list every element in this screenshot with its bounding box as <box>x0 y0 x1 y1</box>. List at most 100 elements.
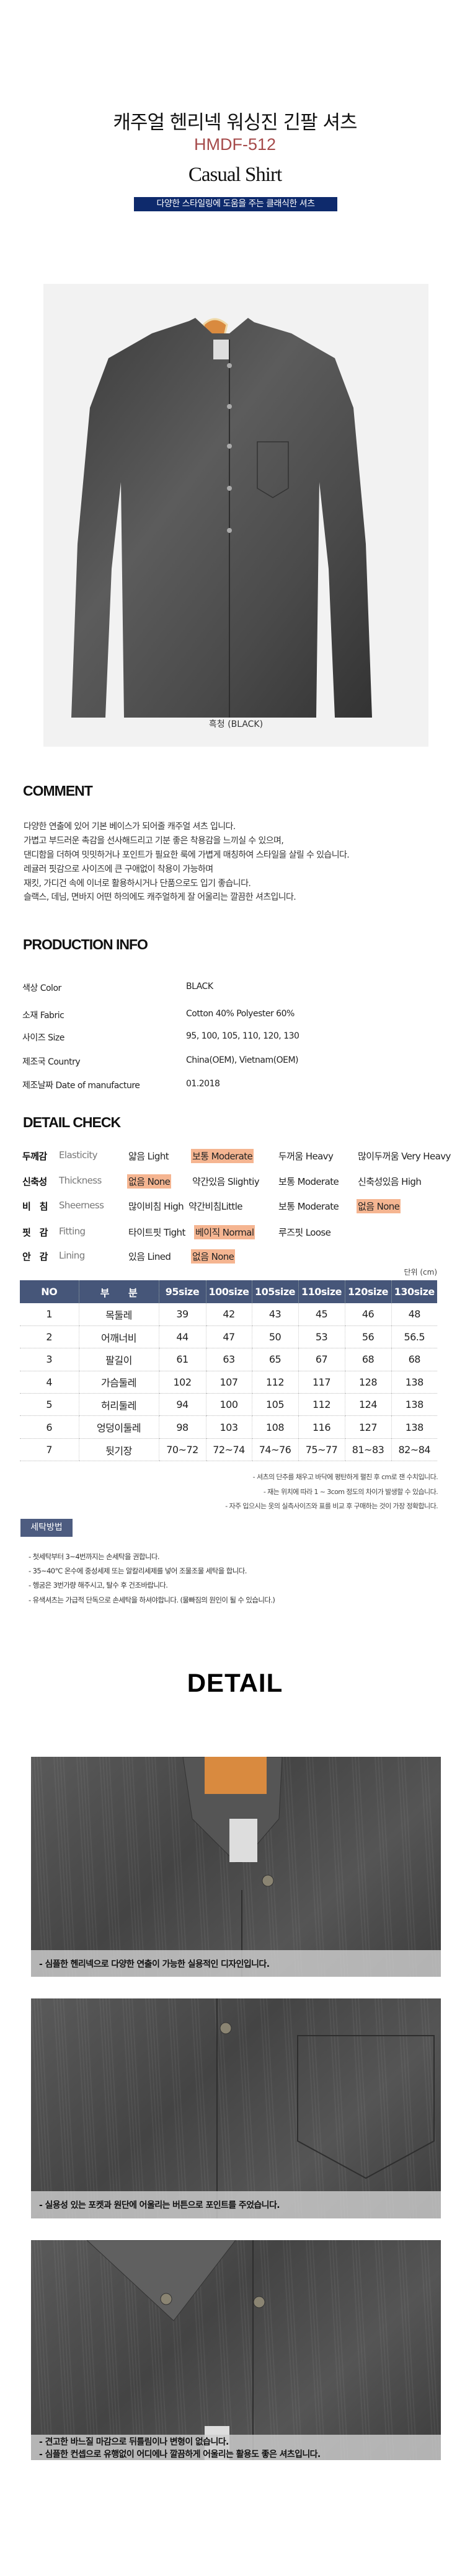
production-row: 색상 Color BLACK <box>22 982 332 994</box>
table-cell: 65 <box>251 1348 298 1371</box>
table-cell: 39 <box>158 1303 206 1326</box>
detail-check-option-selected: 없음 None <box>357 1199 401 1213</box>
product-subtitle: Casual Shirt <box>188 164 282 186</box>
table-cell: 75~77 <box>298 1438 345 1462</box>
production-row: 제조날짜 Date of manufacture 01.2018 <box>22 1079 332 1091</box>
size-table: NO 부 분 95size 100size 105size 110size 120size 1… <box>20 1280 437 1462</box>
detail-photo: - 심플한 헨리넥으로 다양한 연출이 가능한 실용적인 디자인입니다. <box>31 1757 441 1977</box>
detail-check-label: 신축성 <box>22 1176 47 1187</box>
table-cell: 68 <box>391 1348 437 1371</box>
production-row: 제조국 Country China(OEM), Vietnam(OEM) <box>22 1055 332 1068</box>
production-value: 01.2018 <box>186 1079 220 1089</box>
table-cell: 81~83 <box>344 1438 391 1462</box>
detail-caption: - 견고한 바느질 마감으로 뒤틀림이나 변형이 없습니다. - 심플한 컨셉으로… <box>31 2435 441 2460</box>
detail-check-option-selected: 베이직 Normal <box>194 1225 255 1239</box>
table-cell: 103 <box>205 1415 252 1439</box>
detail-check-option: 있음 Lined <box>128 1251 171 1262</box>
table-cell: 3 <box>20 1348 79 1371</box>
caption-line: - 심플한 컨셉으로 유행없이 어디에나 깔끔하게 어울리는 활용도 좋은 셔츠… <box>39 2449 321 2460</box>
table-cell: 112 <box>251 1371 298 1394</box>
table-cell: 44 <box>158 1325 206 1349</box>
detail-caption: - 실용성 있는 포켓과 원단에 어울리는 버튼으로 포인트를 주었습니다. <box>31 2191 441 2218</box>
size-note: - 재는 위치에 따라 1 ~ 3com 정도의 차이가 발생할 수 있습니다. <box>263 1488 438 1496</box>
table-row: 6 엉덩이둘레 98 103 108 116 127 138 <box>20 1415 437 1439</box>
production-value: China(OEM), Vietnam(OEM) <box>186 1055 298 1065</box>
comment-line: 다양한 연출에 있어 기본 베이스가 되어줄 캐주얼 셔츠 입니다. <box>24 822 236 832</box>
comment-line: 슬랙스, 데님, 면바지 어떤 하의에도 캐주얼하게 잘 어울리는 깔끔한 셔츠… <box>24 892 296 902</box>
table-cell: 56 <box>344 1325 391 1349</box>
detail-caption: - 심플한 헨리넥으로 다양한 연출이 가능한 실용적인 디자인입니다. <box>31 1950 441 1977</box>
table-cell: 138 <box>391 1371 437 1394</box>
comment-heading: COMMENT <box>23 783 93 799</box>
table-cell: 팔길이 <box>78 1348 159 1371</box>
table-cell: 1 <box>20 1303 79 1326</box>
column-header: 120size <box>344 1280 391 1303</box>
detail-check-option: 많이두꺼움 Very Heavy <box>358 1151 451 1162</box>
detail-check-heading: DETAIL CHECK <box>23 1114 121 1130</box>
column-header: 105size <box>251 1280 298 1303</box>
production-label: 제조날짜 Date of manufacture <box>22 1081 140 1091</box>
table-cell: 48 <box>391 1303 437 1326</box>
detail-check-english: Fitting <box>59 1226 86 1237</box>
comment-line: 댄디함을 더하여 밋밋하거나 포인트가 필요한 룩에 가볍게 매칭하여 스타일을… <box>24 850 350 860</box>
table-cell: 107 <box>205 1371 252 1394</box>
table-cell: 허리둘레 <box>78 1393 159 1417</box>
washing-badge: 세탁방법 <box>20 1519 73 1537</box>
shirt-illustration <box>71 318 372 718</box>
table-cell: 6 <box>20 1415 79 1439</box>
production-label: 제조국 Country <box>22 1057 81 1067</box>
tagline-banner: 다양한 스타일링에 도움을 주는 클래식한 셔츠 <box>134 197 337 211</box>
unit-label: 단위 (cm) <box>404 1268 437 1277</box>
detail-check-option: 보통 Moderate <box>278 1176 339 1187</box>
detail-check-option: 신축성있음 High <box>358 1176 422 1187</box>
caption-line: - 실용성 있는 포켓과 원단에 어울리는 버튼으로 포인트를 주었습니다. <box>39 2200 280 2210</box>
color-caption: 흑청 (BLACK) <box>208 719 264 729</box>
table-cell: 98 <box>158 1415 206 1439</box>
washing-line: - 유색셔츠는 가급적 단독으로 손세탁을 하셔야합니다. (물빠짐의 원인이 … <box>29 1596 275 1604</box>
column-header: 부 분 <box>78 1280 159 1303</box>
detail-photo-image <box>31 2240 440 2460</box>
detail-check-row: 두께감 Elasticity 얇음 Light 보통 Moderate 두꺼움 Heav… <box>22 1149 456 1164</box>
detail-check-english: Sheerness <box>59 1200 104 1211</box>
table-cell: 138 <box>391 1393 437 1417</box>
table-cell: 47 <box>205 1325 252 1349</box>
detail-check-option-selected: 없음 None <box>127 1174 172 1189</box>
washing-line: - 첫세탁부터 3~4번까지는 손세탁을 권합니다. <box>29 1552 160 1561</box>
column-header: 130size <box>391 1280 437 1303</box>
table-cell: 56.5 <box>391 1325 437 1349</box>
detail-check-row: 핏 감 Fitting 타이트핏 Tight 베이직 Normal 루즈핏 Loose <box>22 1225 456 1241</box>
production-label: 사이즈 Size <box>22 1033 64 1043</box>
table-row: 4 가슴둘레 102 107 112 117 128 138 <box>20 1371 437 1394</box>
comment-line: 레귤러 핏감으로 사이즈에 큰 구애없이 착용이 가능하며 <box>24 864 213 874</box>
detail-photo: - 견고한 바느질 마감으로 뒤틀림이나 변형이 없습니다. - 심플한 컨셉으로… <box>31 2240 441 2460</box>
table-cell: 68 <box>344 1348 391 1371</box>
table-cell: 7 <box>20 1438 79 1462</box>
table-row: 7 뒷기장 70~72 72~74 74~76 75~77 81~83 82~84 <box>20 1438 437 1462</box>
detail-photo: - 실용성 있는 포켓과 원단에 어울리는 버튼으로 포인트를 주었습니다. <box>31 1998 441 2218</box>
table-cell: 가슴둘레 <box>78 1371 159 1394</box>
table-cell: 102 <box>158 1371 206 1394</box>
production-row: 사이즈 Size 95, 100, 105, 110, 120, 130 <box>22 1031 332 1044</box>
comment-line: 가볍고 부드러운 촉감을 선사해드리고 기분 좋은 착용감을 느끼실 수 있으며… <box>24 836 284 846</box>
table-cell: 138 <box>391 1415 437 1439</box>
table-cell: 108 <box>251 1415 298 1439</box>
table-cell: 105 <box>251 1393 298 1417</box>
detail-check-label: 비 침 <box>22 1201 48 1212</box>
detail-check-row: 안 감 Lining 있음 Lined 없음 None <box>22 1249 456 1265</box>
detail-check-option: 두꺼움 Heavy <box>278 1151 334 1162</box>
table-cell: 5 <box>20 1393 79 1417</box>
caption-line: - 심플한 헨리넥으로 다양한 연출이 가능한 실용적인 디자인입니다. <box>39 1959 270 1969</box>
table-row: 3 팔길이 61 63 65 67 68 68 <box>20 1348 437 1371</box>
size-note: - 셔츠의 단추를 채우고 바닥에 평탄하게 펼친 후 cm로 잰 수치입니다. <box>252 1473 438 1481</box>
detail-check-option: 타이트핏 Tight <box>128 1227 185 1238</box>
table-cell: 53 <box>298 1325 345 1349</box>
detail-check-option: 약간비침Little <box>188 1201 242 1212</box>
table-cell: 45 <box>298 1303 345 1326</box>
table-cell: 117 <box>298 1371 345 1394</box>
table-cell: 2 <box>20 1325 79 1349</box>
production-label: 색상 Color <box>22 983 61 993</box>
table-cell: 어깨너비 <box>78 1325 159 1349</box>
product-image: 흑청 (BLACK) <box>43 284 428 747</box>
table-cell: 100 <box>205 1393 252 1417</box>
washing-line: - 헹굼은 3번가량 해주시고, 탈수 후 건조바랍니다. <box>29 1581 168 1589</box>
